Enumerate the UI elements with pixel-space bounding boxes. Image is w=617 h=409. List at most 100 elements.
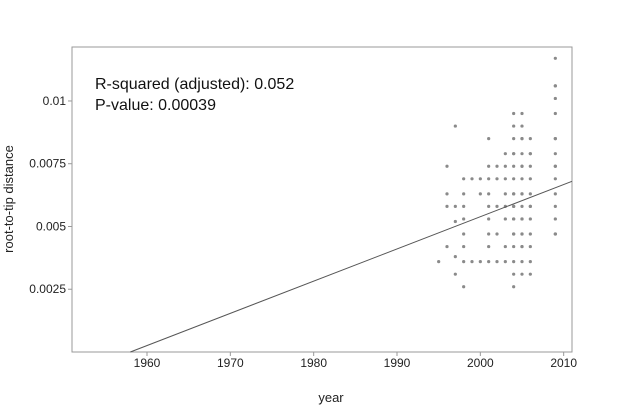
- data-point: [512, 217, 516, 221]
- data-points: [437, 56, 557, 289]
- data-point: [528, 152, 532, 156]
- y-tick-label: 0.005: [36, 219, 66, 233]
- data-point: [445, 164, 449, 168]
- data-point: [553, 204, 557, 209]
- x-tick-label: 1980: [300, 356, 327, 370]
- regression-line: [130, 180, 573, 353]
- x-axis-label: year: [318, 390, 344, 405]
- data-point: [528, 244, 532, 249]
- data-point: [462, 217, 466, 221]
- data-point: [512, 137, 516, 141]
- data-point: [512, 285, 516, 289]
- data-point: [528, 137, 532, 141]
- data-point: [553, 56, 557, 60]
- data-point: [520, 192, 524, 196]
- data-point: [453, 124, 457, 128]
- y-tick-label: 0.01: [43, 94, 67, 108]
- x-tick-label: 1990: [384, 356, 411, 370]
- data-point: [503, 192, 507, 196]
- data-point: [512, 272, 516, 276]
- data-point: [453, 272, 457, 276]
- data-point: [520, 124, 524, 128]
- x-tick-label: 1970: [217, 356, 244, 370]
- y-axis-ticks: 0.0025 0.005 0.0075 0.01: [29, 94, 72, 296]
- y-axis-label: root-to-tip distance: [1, 145, 16, 253]
- data-point: [487, 177, 491, 181]
- data-point: [495, 260, 499, 264]
- data-point: [495, 177, 499, 181]
- data-point: [453, 255, 457, 259]
- data-point: [445, 204, 449, 209]
- data-point: [503, 152, 507, 156]
- data-point: [512, 204, 516, 209]
- x-tick-label: 2010: [550, 356, 577, 370]
- annotation-r-squared: R-squared (adjusted): 0.052: [95, 76, 294, 93]
- x-tick-label: 2000: [467, 356, 494, 370]
- data-point: [528, 164, 532, 168]
- data-point: [462, 177, 466, 181]
- data-point: [478, 192, 482, 196]
- data-point: [553, 192, 557, 196]
- data-point: [512, 111, 516, 116]
- data-point: [553, 217, 557, 221]
- x-tick-label: 1960: [134, 356, 161, 370]
- data-point: [462, 244, 466, 249]
- data-point: [512, 177, 516, 181]
- data-point: [553, 177, 557, 181]
- data-point: [528, 177, 532, 181]
- data-point: [487, 217, 491, 221]
- x-axis-ticks: 1960 1970 1980 1990 2000 2010: [134, 352, 577, 370]
- data-point: [553, 232, 557, 236]
- data-point: [437, 260, 441, 264]
- data-point: [553, 137, 557, 141]
- y-tick-label: 0.0025: [29, 282, 66, 296]
- data-point: [520, 204, 524, 209]
- data-point: [520, 152, 524, 156]
- data-point: [495, 164, 499, 168]
- data-point: [520, 272, 524, 276]
- data-point: [445, 244, 449, 249]
- data-point: [470, 177, 474, 181]
- data-point: [512, 260, 516, 264]
- data-point: [528, 192, 532, 196]
- data-point: [503, 244, 507, 249]
- data-point: [503, 260, 507, 264]
- plot-frame: [71, 46, 573, 353]
- data-point: [528, 204, 532, 209]
- data-point: [520, 164, 524, 168]
- data-point: [512, 232, 516, 236]
- data-point: [487, 137, 491, 141]
- data-point: [553, 84, 557, 88]
- data-point: [512, 152, 516, 156]
- data-point: [503, 177, 507, 181]
- data-point: [462, 285, 466, 289]
- data-point: [520, 232, 524, 236]
- data-point: [553, 111, 557, 116]
- data-point: [520, 260, 524, 264]
- data-point: [453, 204, 457, 209]
- data-point: [462, 204, 466, 209]
- annotation-p-value: P-value: 0.00039: [95, 97, 216, 114]
- y-tick-label: 0.0075: [29, 157, 66, 171]
- data-point: [512, 192, 516, 196]
- data-point: [528, 260, 532, 264]
- data-point: [520, 244, 524, 249]
- data-point: [528, 272, 532, 276]
- data-point: [487, 164, 491, 168]
- data-point: [503, 164, 507, 168]
- data-point: [487, 244, 491, 249]
- data-point: [462, 232, 466, 236]
- data-point: [503, 217, 507, 221]
- data-point: [478, 177, 482, 181]
- data-point: [487, 204, 491, 209]
- data-point: [487, 260, 491, 264]
- data-point: [487, 192, 491, 196]
- data-point: [553, 164, 557, 168]
- data-point: [445, 192, 449, 196]
- data-point: [512, 164, 516, 168]
- data-point: [553, 96, 557, 101]
- data-point: [528, 232, 532, 236]
- data-point: [520, 137, 524, 141]
- data-point: [520, 177, 524, 181]
